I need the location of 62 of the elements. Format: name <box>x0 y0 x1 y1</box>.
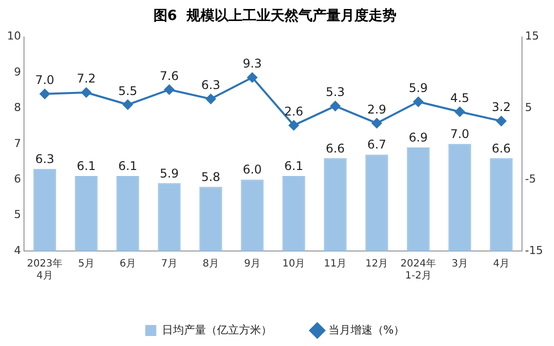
y-tick-label: 4 <box>14 244 21 257</box>
legend-label: 日均产量（亿立方米） <box>162 323 272 336</box>
data-label: 5.3 <box>326 85 345 100</box>
point <box>288 120 299 130</box>
data-label: 6.7 <box>367 138 386 152</box>
data-label: 9.3 <box>242 56 262 71</box>
point <box>122 100 133 110</box>
y-tick-label: 10 <box>6 30 21 43</box>
y2-tick-label: 5 <box>525 101 532 114</box>
chart-title: 图6 规模以上工业天然气产量月度走势 <box>153 7 397 24</box>
point <box>247 72 258 82</box>
point <box>496 116 506 126</box>
y-tick-label: 8 <box>14 101 21 114</box>
y2-tick-label: -15 <box>525 244 543 257</box>
point <box>206 94 216 104</box>
y2-tick-label: 15 <box>525 30 540 43</box>
x-tick-label: 5月 <box>78 258 94 270</box>
data-label: 6.9 <box>408 130 428 145</box>
data-label: 7.6 <box>160 68 179 83</box>
data-label: 4.5 <box>450 90 470 105</box>
data-label: 6.3 <box>35 152 54 166</box>
legend-label: 当月增速（%） <box>328 323 405 336</box>
x-tick-label: 4月 <box>493 258 510 270</box>
x-tick-label: 10月 <box>282 258 306 270</box>
data-label: 5.9 <box>160 166 179 180</box>
x-tick-label: 3月 <box>452 258 468 270</box>
data-label: 7.0 <box>35 73 54 88</box>
x-tick-label: 9月 <box>244 258 260 270</box>
point <box>454 106 465 117</box>
data-label: 7.0 <box>450 127 470 142</box>
data-label: 6.1 <box>76 159 96 174</box>
data-label: 2.6 <box>284 104 304 118</box>
data-label: 2.9 <box>367 102 386 116</box>
data-label: 7.2 <box>76 72 96 86</box>
data-label: 3.2 <box>492 100 511 114</box>
data-label: 6.6 <box>492 141 511 156</box>
data-label: 5.8 <box>201 170 220 184</box>
y-tick-label: 9 <box>14 65 21 78</box>
y2-tick-label: -5 <box>525 172 536 186</box>
point <box>40 88 50 99</box>
data-label: 5.9 <box>408 80 428 95</box>
x-tick-label: 2024年 1-2月 <box>400 258 436 282</box>
point <box>413 96 424 107</box>
y-tick-label: 5 <box>14 208 21 222</box>
point <box>164 84 174 95</box>
x-tick-label: 11月 <box>324 258 347 270</box>
x-tick-label: 7月 <box>161 258 178 270</box>
data-label: 6.0 <box>242 162 262 177</box>
y-tick-label: 6 <box>14 172 21 186</box>
x-tick-label: 6月 <box>120 258 136 270</box>
point <box>81 87 92 98</box>
x-tick-label: 12月 <box>365 258 388 270</box>
data-label: 6.3 <box>201 78 220 92</box>
y-tick-label: 7 <box>14 136 21 150</box>
point <box>330 101 340 112</box>
point <box>372 118 382 128</box>
x-tick-label: 8月 <box>202 258 219 270</box>
data-label: 6.1 <box>118 159 138 174</box>
data-label: 6.6 <box>326 141 345 156</box>
x-tick-label: 2023年 4月 <box>27 258 62 282</box>
data-label: 6.1 <box>284 159 304 174</box>
data-label: 5.5 <box>118 84 138 98</box>
